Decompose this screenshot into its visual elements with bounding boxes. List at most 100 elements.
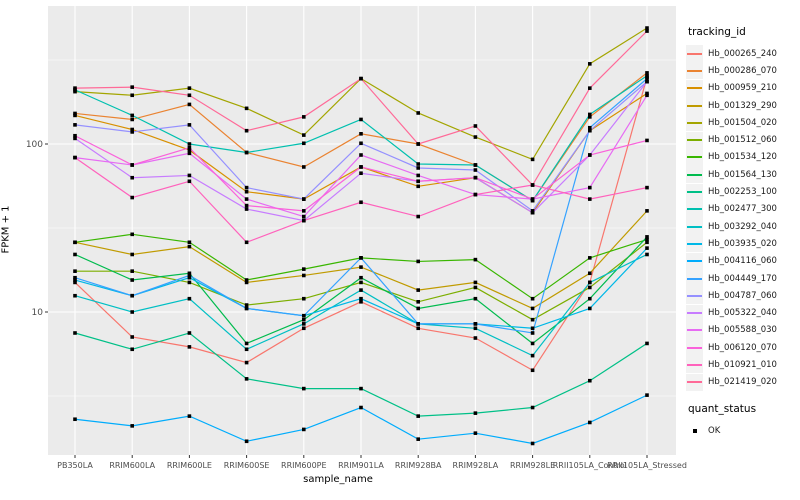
legend-label: Hb_001512_060 xyxy=(708,135,777,146)
legend-line-swatch xyxy=(686,321,703,339)
legend-item-Hb_002477_300: Hb_002477_300 xyxy=(686,200,798,218)
data-point xyxy=(187,296,192,301)
data-point xyxy=(302,209,306,213)
data-point xyxy=(302,273,306,278)
data-point xyxy=(416,173,420,178)
data-point xyxy=(473,124,478,128)
y-axis-title: FPKM + 1 xyxy=(0,205,12,254)
data-point xyxy=(645,93,649,98)
data-point xyxy=(588,285,592,290)
data-point xyxy=(244,341,249,346)
data-point xyxy=(244,439,249,444)
data-point xyxy=(187,280,192,285)
data-point xyxy=(130,293,134,298)
data-point xyxy=(359,280,363,285)
data-point xyxy=(645,26,649,30)
data-point xyxy=(130,310,134,314)
data-point xyxy=(187,123,192,127)
data-point xyxy=(588,115,592,119)
data-point xyxy=(530,353,535,358)
data-point xyxy=(130,85,134,89)
data-point xyxy=(359,386,363,391)
legend-line-swatch xyxy=(686,252,703,270)
legend-item-Hb_003292_040: Hb_003292_040 xyxy=(686,218,798,236)
x-tick-label: RRIM928BA xyxy=(395,461,442,470)
legend-line-swatch xyxy=(686,200,703,218)
legend-line-swatch xyxy=(686,218,703,236)
data-point xyxy=(588,296,592,301)
data-point xyxy=(302,115,306,119)
x-tick-label: RRIM928LA xyxy=(453,461,499,470)
legend-item-Hb_003935_020: Hb_003935_020 xyxy=(686,235,798,253)
legend-title-tracking-id: tracking_id xyxy=(688,26,746,38)
data-point xyxy=(187,271,192,276)
data-point xyxy=(73,275,77,280)
data-point xyxy=(187,240,192,245)
data-point xyxy=(530,197,535,201)
data-point xyxy=(187,331,192,335)
x-tick-label: RRIM600LE xyxy=(167,461,212,470)
legend-line-swatch xyxy=(686,79,703,97)
x-tick-label: RRIM928LE xyxy=(510,461,555,470)
data-point xyxy=(416,184,420,189)
data-point xyxy=(645,240,649,245)
legend-line-swatch xyxy=(686,235,703,253)
data-point xyxy=(359,296,363,301)
legend-line-swatch xyxy=(686,62,703,80)
data-point xyxy=(302,214,306,219)
data-point xyxy=(244,280,249,285)
legend-label: Hb_000959_210 xyxy=(708,83,777,94)
data-point xyxy=(588,185,592,190)
data-point xyxy=(302,133,306,137)
data-point xyxy=(473,411,478,415)
data-point xyxy=(359,132,363,136)
x-tick-label: RRIM600SE xyxy=(224,461,270,470)
legend-item-Hb_021419_020: Hb_021419_020 xyxy=(686,373,798,391)
legend-line-swatch xyxy=(686,97,703,115)
legend-line-swatch xyxy=(686,287,703,305)
legend-label: Hb_001564_130 xyxy=(708,169,777,180)
data-point xyxy=(530,183,535,187)
data-point xyxy=(645,252,649,257)
data-point xyxy=(130,232,134,237)
data-point xyxy=(187,273,192,278)
data-point xyxy=(359,153,363,157)
data-point xyxy=(187,345,192,349)
data-point xyxy=(302,141,306,146)
data-point xyxy=(416,166,420,170)
data-point xyxy=(130,269,134,273)
legend-label: Hb_003292_040 xyxy=(708,221,777,232)
legend-line-swatch xyxy=(686,166,703,184)
data-point xyxy=(302,322,306,326)
data-point xyxy=(130,424,134,428)
data-point xyxy=(588,197,592,201)
data-point xyxy=(588,280,592,285)
legend-label: Hb_001534_120 xyxy=(708,152,777,163)
data-point xyxy=(473,431,478,435)
data-point xyxy=(645,29,649,33)
data-point xyxy=(473,163,478,167)
legend-item-Hb_001564_130: Hb_001564_130 xyxy=(686,166,798,184)
data-point xyxy=(244,189,249,194)
data-point xyxy=(530,368,535,373)
legend-label: Hb_001504_020 xyxy=(708,117,777,128)
data-point xyxy=(244,303,249,307)
data-point xyxy=(130,163,134,167)
data-point xyxy=(187,102,192,107)
legend-line-swatch xyxy=(686,270,703,287)
data-point xyxy=(187,275,192,280)
data-point xyxy=(588,378,592,383)
data-point xyxy=(244,347,249,352)
data-point xyxy=(73,269,77,273)
data-point xyxy=(473,175,478,180)
data-point xyxy=(645,185,649,190)
data-point xyxy=(130,93,134,98)
data-point xyxy=(302,386,306,391)
legend-item-Hb_001534_120: Hb_001534_120 xyxy=(686,148,798,166)
data-point xyxy=(473,326,478,331)
data-point xyxy=(187,244,192,249)
legend-label: Hb_002477_300 xyxy=(708,204,777,215)
legend-line-swatch xyxy=(686,356,703,374)
legend-item-Hb_004787_060: Hb_004787_060 xyxy=(686,287,798,305)
